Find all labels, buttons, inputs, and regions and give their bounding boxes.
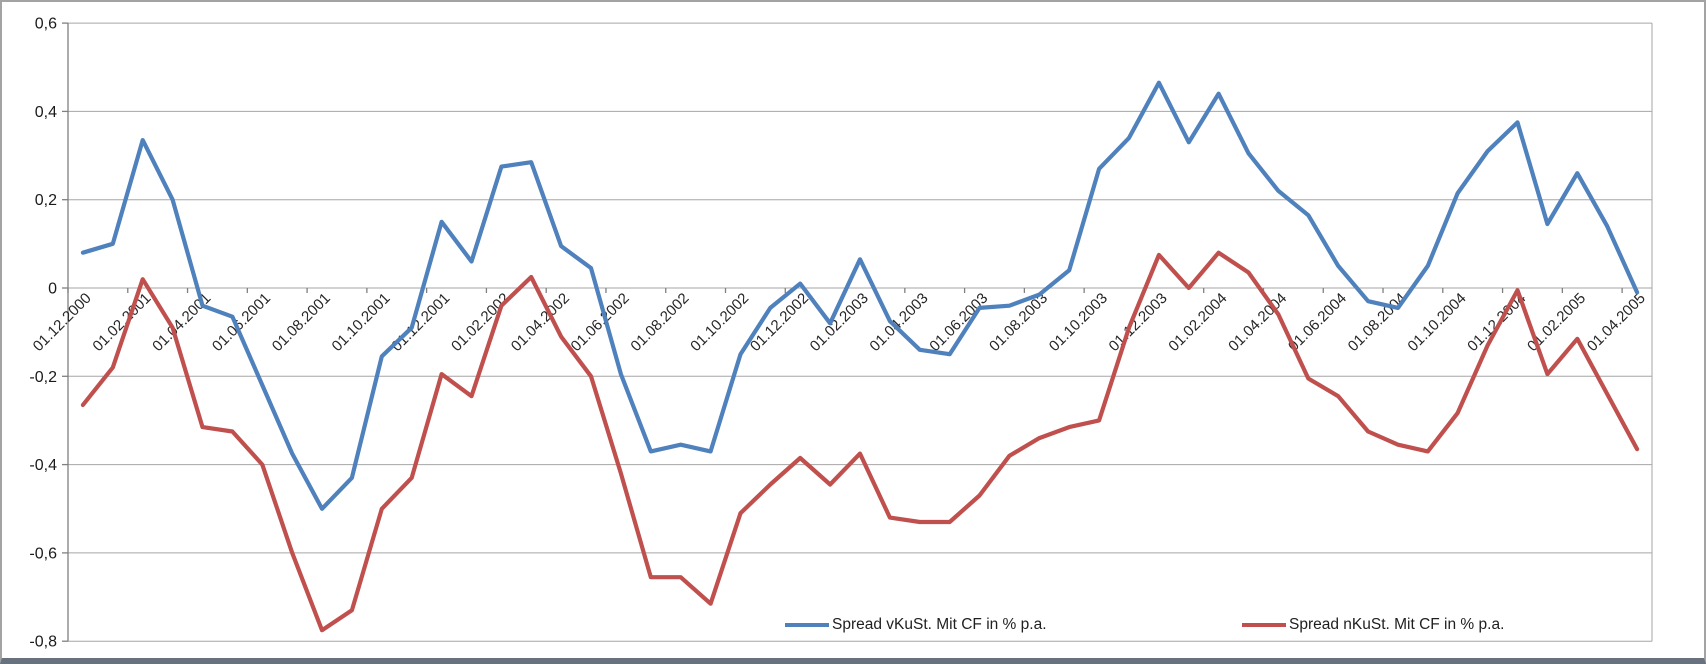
series-nkust-line[interactable] [80,250,1640,633]
x-axis-label: 01.06.2003 [926,290,991,355]
legend-item-nkust[interactable]: Spread nKuSt. Mit CF in % p.a. [1242,616,1504,634]
x-axis-label: 01.04.2003 [866,290,931,355]
x-axis-label: 01.08.2003 [986,290,1051,355]
x-axis-label: 01.08.2001 [269,290,334,355]
x-axis-label: 01.10.2004 [1404,290,1469,355]
x-axis-label: 01.08.2002 [627,290,692,355]
x-axis-label: 01.02.2004 [1165,290,1230,355]
x-axis-label: 01.08.2004 [1345,290,1410,355]
x-axis-label: 01.10.2003 [1046,290,1111,355]
y-axis-label: 0,4 [35,104,57,121]
x-axis-label: 01.12.2000 [30,290,95,355]
legend-line-vkust-icon [785,623,829,627]
legend-line-nkust-icon [1242,623,1286,627]
x-axis-label: 01.10.2001 [329,290,394,355]
x-axis-label: 01.06.2001 [209,290,274,355]
y-axis-label: 0,2 [35,192,57,209]
y-axis-label: -0,4 [29,457,57,474]
y-axis-label: -0,2 [29,369,57,386]
y-axis-label: 0,6 [35,16,57,33]
y-axis-label: 0 [48,281,57,298]
x-axis-label: 01.04.2005 [1584,290,1649,355]
y-axis-label: -0,6 [29,545,57,562]
x-axis-label: 01.10.2002 [687,290,752,355]
x-axis-label: 01.02.2002 [448,290,513,355]
x-axis-label: 01.04.2001 [149,290,214,355]
series-vkust-line[interactable] [80,80,1640,511]
legend-label-vkust: Spread vKuSt. Mit CF in % p.a. [832,616,1047,633]
x-axis-label: 01.12.2003 [1106,290,1171,355]
y-axis-label: -0,8 [29,634,57,651]
legend-label-nkust: Spread nKuSt. Mit CF in % p.a. [1289,616,1505,633]
legend-item-vkust[interactable]: Spread vKuSt. Mit CF in % p.a. [785,616,1047,634]
